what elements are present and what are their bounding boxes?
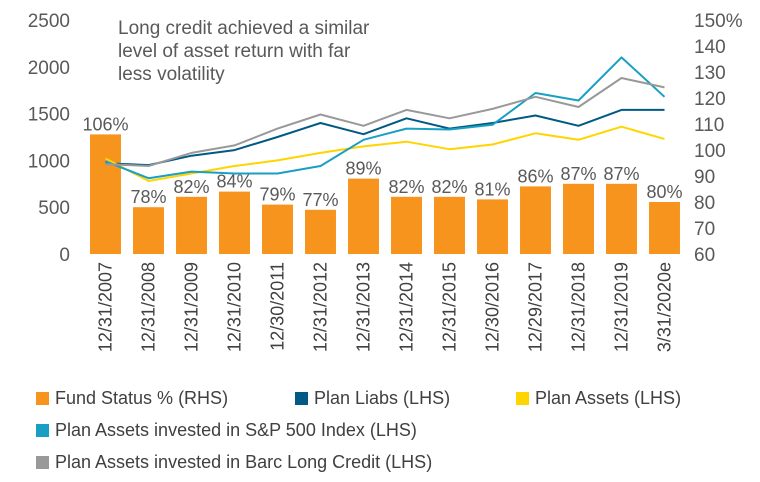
left-tick-label: 2500 [28, 11, 70, 32]
fund-status-bar [520, 186, 551, 254]
left-tick-label: 1500 [28, 105, 70, 126]
bar-data-label: 82% [173, 177, 209, 197]
annotation-line: level of asset return with far [118, 41, 351, 62]
legend-swatch [36, 392, 49, 405]
x-tick-label: 12/31/2018 [569, 262, 589, 352]
fund-status-bar [563, 183, 594, 254]
right-tick-label: 60 [694, 245, 715, 266]
bar-data-label: 82% [388, 177, 424, 197]
legend-label: Plan Assets invested in S&P 500 Index (L… [55, 420, 417, 440]
fund-status-bar [133, 207, 164, 254]
legend-label: Plan Assets invested in Barc Long Credit… [55, 452, 432, 472]
left-tick-label: 1000 [28, 151, 70, 172]
right-axis: 60 70 80 90 100 110 120 130 140 150% [694, 11, 743, 266]
fund-status-bar [606, 183, 637, 254]
x-tick-label: 12/31/2008 [139, 262, 159, 352]
x-tick-label: 12/30/2011 [268, 262, 288, 351]
legend-label: Plan Liabs (LHS) [314, 388, 450, 408]
right-tick-label: 100 [694, 141, 726, 162]
legend-swatch [36, 424, 49, 437]
bar-data-label: 106% [82, 114, 128, 134]
bar-data-label: 86% [517, 166, 553, 186]
series-line-plan-assets-invested-in-s-p-500-index-lhs [105, 56, 666, 180]
legend-swatch [295, 392, 308, 405]
bar-data-label: 78% [130, 187, 166, 207]
left-tick-label: 0 [59, 245, 70, 266]
x-tick-label: 12/31/2009 [182, 262, 202, 352]
fund-status-bar [391, 196, 422, 254]
annotation-line: less volatility [118, 64, 225, 85]
x-tick-label: 12/29/2017 [526, 262, 546, 352]
series-line-plan-assets-invested-in-barc-long-credit-lhs [105, 77, 665, 167]
left-axis: 0 500 1000 1500 2000 2500 [28, 11, 70, 266]
fund-status-bars [90, 134, 680, 254]
bar-data-label: 84% [216, 172, 252, 192]
bar-data-label: 87% [560, 164, 596, 184]
legend-swatch [516, 392, 529, 405]
bar-data-label: 80% [646, 182, 682, 202]
fund-status-bar [477, 199, 508, 254]
x-tick-label: 12/31/2012 [311, 262, 331, 352]
bar-data-label: 82% [431, 177, 467, 197]
x-tick-label: 3/31/2020e [655, 262, 675, 352]
right-tick-label: 80 [694, 193, 715, 214]
bar-data-label: 79% [259, 185, 295, 205]
fund-status-bar [176, 196, 207, 254]
fund-status-bar [649, 202, 680, 254]
right-tick-label: 90 [694, 167, 715, 188]
annotation-line: Long credit achieved a similar [118, 18, 370, 39]
x-tick-label: 12/30/2016 [483, 262, 503, 352]
right-tick-label: 150% [694, 11, 743, 32]
series-lines [105, 56, 666, 182]
left-tick-label: 500 [38, 198, 70, 219]
right-tick-label: 110 [694, 115, 724, 136]
bar-data-label: 77% [302, 190, 338, 210]
legend-label: Plan Assets (LHS) [535, 388, 681, 408]
legend-label: Fund Status % (RHS) [55, 388, 228, 408]
bar-data-label: 89% [345, 159, 381, 179]
left-tick-label: 2000 [28, 58, 70, 79]
fund-status-bar [90, 134, 121, 254]
x-tick-label: 12/31/2014 [397, 262, 417, 352]
legend: Fund Status % (RHS) Plan Liabs (LHS) Plan … [36, 388, 681, 472]
bar-data-labels: 106% 78% 82% 84% 79% 77% 89% 82% 82% 81% 86% 87% 87%… [82, 114, 682, 209]
x-tick-label: 12/31/2010 [225, 262, 245, 352]
right-tick-label: 130 [694, 63, 726, 84]
legend-swatch [36, 456, 49, 469]
fund-status-bar [219, 191, 250, 254]
fund-status-bar [305, 209, 336, 254]
x-tick-label: 12/31/2007 [96, 262, 116, 352]
x-tick-label: 12/31/2019 [612, 262, 632, 352]
right-tick-label: 70 [694, 219, 715, 240]
right-tick-label: 120 [694, 89, 726, 110]
right-tick-label: 140 [694, 37, 726, 58]
x-tick-label: 12/31/2013 [354, 262, 374, 352]
fund-status-bar [348, 178, 379, 254]
fund-status-bar [262, 204, 293, 254]
x-tick-label: 12/31/2015 [440, 262, 460, 352]
fund-status-bar [434, 196, 465, 254]
x-axis: 12/31/2007 12/31/2008 12/31/2009 12/31/2010… [96, 262, 675, 352]
bar-data-label: 81% [474, 179, 510, 199]
series-line-plan-liabs-lhs [105, 108, 665, 167]
bar-data-label: 87% [603, 164, 639, 184]
